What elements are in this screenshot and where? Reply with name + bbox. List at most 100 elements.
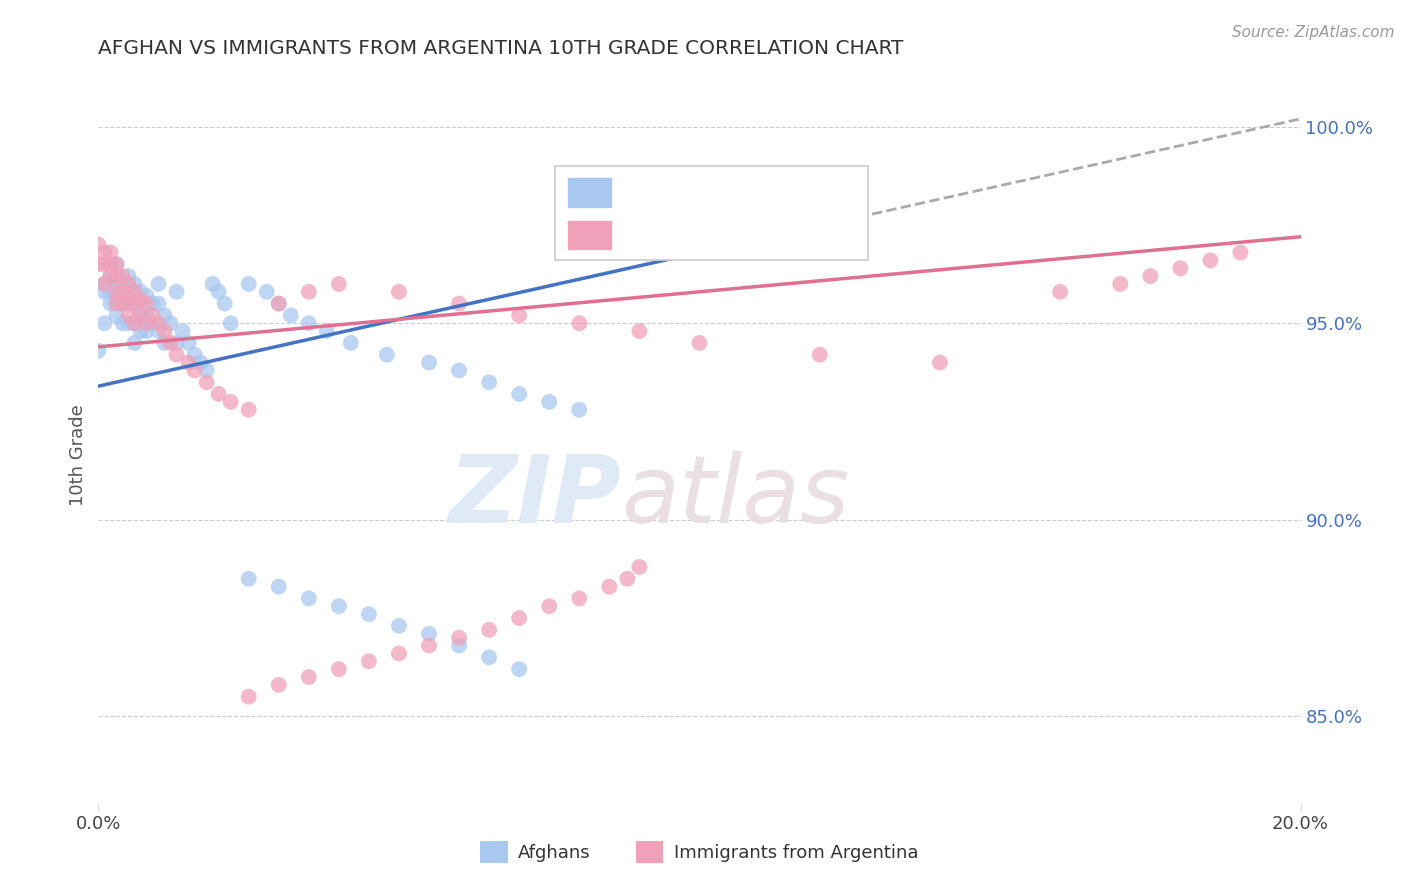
Point [1139,268,1161,283]
Point [135,316,157,330]
Point [105,257,128,271]
Point [508,611,530,625]
Point [238,572,260,586]
Point [447,639,470,653]
Point [111,285,134,299]
Point [219,316,242,330]
Point [166,335,188,350]
Point [538,599,561,614]
Point [929,355,952,369]
Point [135,309,157,323]
Point [148,316,170,330]
Point [111,316,134,330]
Point [298,285,321,299]
Point [689,335,711,350]
Point [375,348,398,362]
Point [117,293,139,307]
Point [447,363,470,377]
Point [388,619,411,633]
Point [328,277,350,291]
Point [93,277,115,291]
Point [105,277,128,291]
Point [105,296,128,310]
Point [93,277,115,291]
Point [148,296,170,310]
Point [447,631,470,645]
Point [447,296,470,310]
Point [1229,245,1251,260]
Point [129,304,152,318]
Point [166,348,188,362]
Point [124,335,146,350]
Point [208,285,231,299]
Point [93,285,115,299]
Point [124,316,146,330]
Point [298,670,321,684]
Point [148,324,170,338]
Point [256,285,278,299]
Point [100,257,122,271]
Point [124,296,146,310]
Point [418,355,440,369]
Point [153,309,176,323]
Point [105,296,128,310]
Point [117,296,139,310]
Point [267,296,290,310]
Text: Source: ZipAtlas.com: Source: ZipAtlas.com [1232,25,1395,40]
Point [105,309,128,323]
Point [328,599,350,614]
Y-axis label: 10th Grade: 10th Grade [69,404,87,506]
Point [357,607,380,621]
Point [117,309,139,323]
Point [195,375,218,389]
Point [315,324,337,338]
Point [141,316,163,330]
Point [177,355,200,369]
Point [129,309,152,323]
Point [177,335,200,350]
Point [166,285,188,299]
Point [93,245,115,260]
Point [628,560,651,574]
Point [124,285,146,299]
Point [357,654,380,668]
Point [267,296,290,310]
Point [105,257,128,271]
Bar [568,220,612,249]
Point [478,375,501,389]
Point [568,591,591,606]
Point [568,316,591,330]
Point [100,285,122,299]
Point [100,268,122,283]
Point [568,402,591,417]
Point [135,289,157,303]
Text: R = 0.209   N = 74: R = 0.209 N = 74 [624,184,808,202]
Point [190,355,212,369]
Point [129,285,152,299]
Point [214,296,236,310]
Point [418,627,440,641]
Point [117,285,139,299]
Point [238,690,260,704]
Point [100,245,122,260]
Point [538,395,561,409]
Point [388,647,411,661]
Point [183,348,205,362]
Point [508,387,530,401]
Point [93,257,115,271]
Point [1199,253,1222,268]
Point [478,623,501,637]
Point [267,580,290,594]
Point [1170,261,1192,276]
Point [153,324,176,338]
Point [87,237,110,252]
Point [124,277,146,291]
Point [100,257,122,271]
Point [87,257,110,271]
Point [141,309,163,323]
Point [628,324,651,338]
Point [148,277,170,291]
Point [418,639,440,653]
Text: AFGHAN VS IMMIGRANTS FROM ARGENTINA 10TH GRADE CORRELATION CHART: AFGHAN VS IMMIGRANTS FROM ARGENTINA 10TH… [98,39,904,58]
Point [208,387,231,401]
